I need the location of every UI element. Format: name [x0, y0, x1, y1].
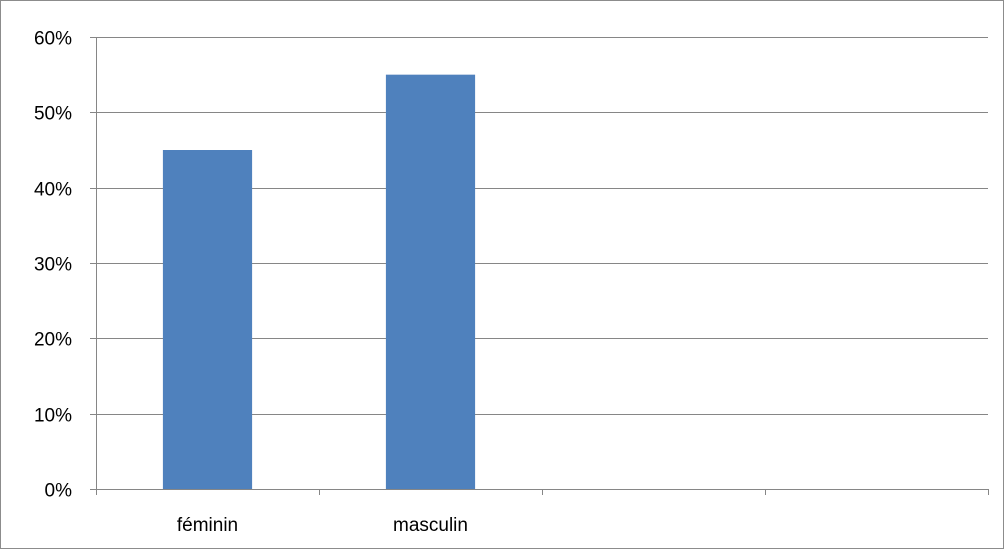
x-tick-labels: féminin masculin: [177, 515, 468, 536]
y-tick-label: 50%: [34, 104, 72, 125]
bar: [385, 74, 476, 490]
x-tick-label: féminin: [177, 515, 238, 536]
axes: [90, 37, 989, 495]
bar: [162, 150, 253, 489]
y-tick-label: 20%: [34, 330, 72, 351]
y-tick-label: 10%: [34, 406, 72, 427]
x-tick-label: masculin: [393, 515, 468, 536]
y-tick-label: 30%: [34, 255, 72, 276]
y-tick-label: 40%: [34, 180, 72, 201]
bars: [162, 74, 476, 490]
y-tick-label: 60%: [34, 29, 72, 50]
y-tick-label: 0%: [45, 481, 73, 502]
y-tick-labels: 0% 10% 20% 30% 40% 50% 60%: [34, 29, 72, 502]
